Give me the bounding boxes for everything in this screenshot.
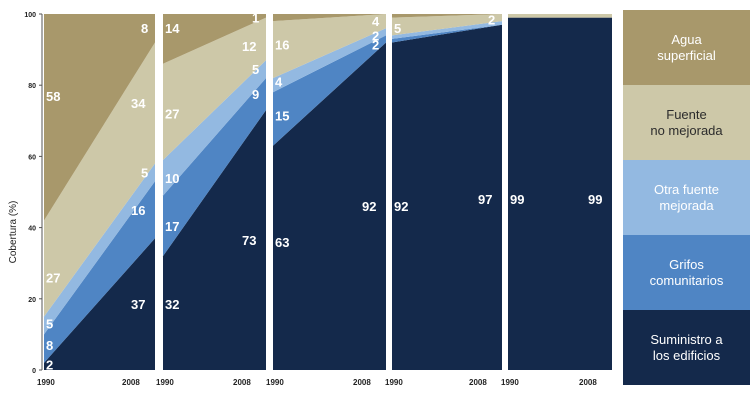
panel-4: 1990 2008 xyxy=(385,14,502,387)
legend-item-no-mejorada: Fuente no mejorada xyxy=(623,85,750,160)
x-tick-label: 1990 xyxy=(266,378,284,387)
x-tick-label: 2008 xyxy=(353,378,371,387)
data-label: 16 xyxy=(275,37,289,52)
y-tick-label: 20 xyxy=(28,297,36,304)
x-tick-label: 1990 xyxy=(37,378,55,387)
data-label: 97 xyxy=(478,192,492,207)
area-edificios xyxy=(44,238,155,370)
x-tick-label: 1990 xyxy=(501,378,519,387)
legend-item-edificios: Suministro a los edificios xyxy=(623,310,750,385)
panel-5: 1990 2008 xyxy=(501,14,612,387)
data-label: 17 xyxy=(165,219,179,234)
data-label: 73 xyxy=(242,233,256,248)
area-superficial xyxy=(273,14,386,22)
stacked-area-chart: 1990 2008 1990 2008 1990 2008 1990 2008 1990 2008… xyxy=(8,11,612,387)
panel-1: 1990 2008 xyxy=(37,14,155,387)
area-edificios xyxy=(392,24,502,370)
legend-item-superficial: Agua superficial xyxy=(623,10,750,85)
data-label: 14 xyxy=(165,21,180,36)
legend-label: Fuente no mejorada xyxy=(650,106,723,138)
data-label: 2 xyxy=(372,37,379,52)
data-label: 5 xyxy=(252,62,259,77)
data-label: 92 xyxy=(362,199,376,214)
data-label: 32 xyxy=(165,297,179,312)
data-label: 8 xyxy=(46,338,53,353)
area-otra xyxy=(163,60,266,196)
area-otra xyxy=(392,21,502,39)
y-tick-label: 0 xyxy=(32,368,36,375)
x-tick-label: 2008 xyxy=(469,378,487,387)
y-tick-label: 100 xyxy=(24,12,36,19)
area-edificios xyxy=(273,42,386,370)
data-label: 16 xyxy=(131,203,145,218)
data-label: 9 xyxy=(252,87,259,102)
legend-label: Agua superficial xyxy=(657,31,716,63)
data-label: 2 xyxy=(46,358,53,373)
area-superficial xyxy=(44,14,155,221)
legend-item-otra: Otra fuente mejorada xyxy=(623,160,750,235)
area-no-mejorada xyxy=(392,14,502,36)
data-label: 4 xyxy=(372,14,380,29)
data-label: 27 xyxy=(165,107,179,122)
x-tick-label: 2008 xyxy=(233,378,251,387)
legend: Agua superficial Fuente no mejorada Otra fue… xyxy=(623,10,750,385)
data-label: 4 xyxy=(275,75,283,90)
x-tick-label: 1990 xyxy=(156,378,174,387)
y-axis: 0 20 40 60 80 100 xyxy=(24,12,43,375)
area-no-mejorada xyxy=(508,14,612,18)
data-label: 8 xyxy=(141,21,148,36)
x-tick-label: 1990 xyxy=(385,378,403,387)
panel-3: 1990 2008 xyxy=(266,14,386,387)
area-superficial xyxy=(163,14,266,64)
x-tick-label: 2008 xyxy=(579,378,597,387)
data-label: 37 xyxy=(131,297,145,312)
area-grifos xyxy=(44,181,155,363)
chart-panels: 1990 2008 1990 2008 1990 2008 1990 2008 1990 2008… xyxy=(37,11,612,387)
area-grifos xyxy=(392,24,502,43)
y-tick-label: 80 xyxy=(28,83,36,90)
area-edificios xyxy=(508,17,612,370)
data-label: 5 xyxy=(46,317,53,332)
area-superficial xyxy=(392,14,502,18)
panel-2: 1990 2008 xyxy=(156,14,266,387)
area-otra xyxy=(44,163,155,335)
legend-label: Suministro a los edificios xyxy=(650,331,723,363)
data-label: 58 xyxy=(46,89,60,104)
data-label: 92 xyxy=(394,199,408,214)
legend-item-grifos: Grifos comunitarios xyxy=(623,235,750,310)
x-tick-label: 2008 xyxy=(122,378,140,387)
data-label: 27 xyxy=(46,270,60,285)
area-grifos xyxy=(273,35,386,146)
y-tick-label: 60 xyxy=(28,154,36,161)
data-label: 12 xyxy=(242,39,256,54)
data-label: 5 xyxy=(141,165,148,180)
data-label: 1 xyxy=(252,11,259,26)
data-label: 5 xyxy=(394,21,401,36)
area-no-mejorada xyxy=(273,14,386,79)
area-no-mejorada xyxy=(44,42,155,317)
area-edificios xyxy=(163,110,266,370)
data-label: 15 xyxy=(275,109,289,124)
area-no-mejorada xyxy=(163,17,266,160)
data-label: 2 xyxy=(372,28,379,43)
data-label: 10 xyxy=(165,171,179,186)
y-axis-label: Cobertura (%) xyxy=(8,201,19,264)
data-label: 99 xyxy=(510,192,524,207)
area-grifos xyxy=(163,78,266,257)
data-label: 99 xyxy=(588,192,602,207)
data-label: 63 xyxy=(275,235,289,250)
legend-label: Otra fuente mejorada xyxy=(653,181,720,213)
data-label: 2 xyxy=(488,12,495,27)
legend-label: Grifos comunitarios xyxy=(649,256,724,288)
data-label: 34 xyxy=(131,96,146,111)
area-otra xyxy=(273,28,386,93)
y-tick-label: 40 xyxy=(28,226,36,233)
